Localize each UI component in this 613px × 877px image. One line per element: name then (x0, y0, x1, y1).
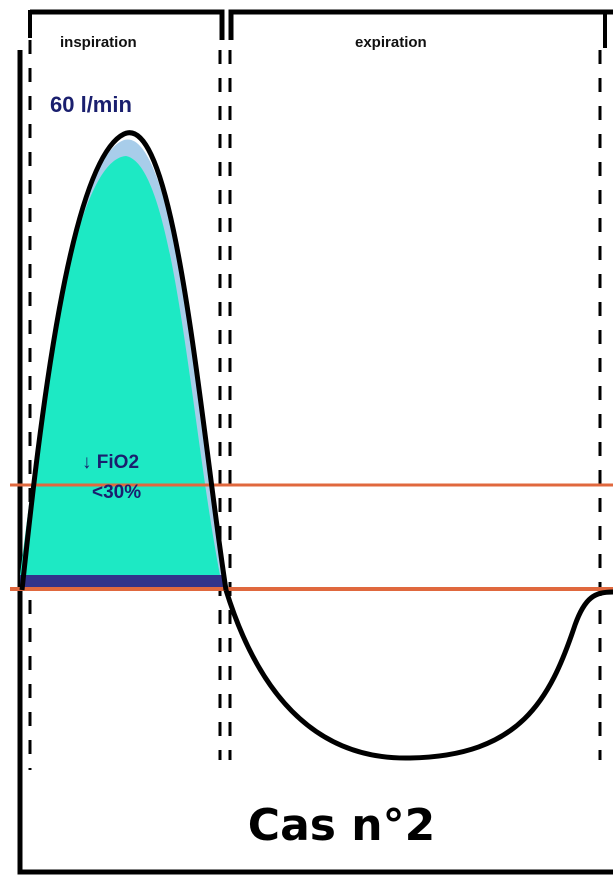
peak-flow-label: 60 l/min (50, 92, 132, 117)
inspiration-flow-curve (19, 130, 229, 591)
frame-top-right (228, 9, 613, 40)
fio2-name: FiO2 (96, 452, 140, 473)
inspired-gas-area (20, 156, 220, 575)
case-title-text: Cas n°2 (247, 800, 436, 851)
phase-label-expiration: expiration (355, 34, 427, 51)
fio2-value: <30% (92, 482, 142, 503)
frame-top-left (30, 9, 225, 40)
phase-label-inspiration: inspiration (60, 34, 137, 51)
down-arrow-icon: ↓ (82, 452, 92, 473)
frame-left-bottom (17, 50, 613, 875)
base-flow-band (20, 575, 225, 589)
case-title: Cas n°2 (0, 800, 613, 851)
expiration-flow-curve (223, 589, 613, 761)
fio2-annotation: ↓ FiO2 <30% (82, 448, 141, 508)
